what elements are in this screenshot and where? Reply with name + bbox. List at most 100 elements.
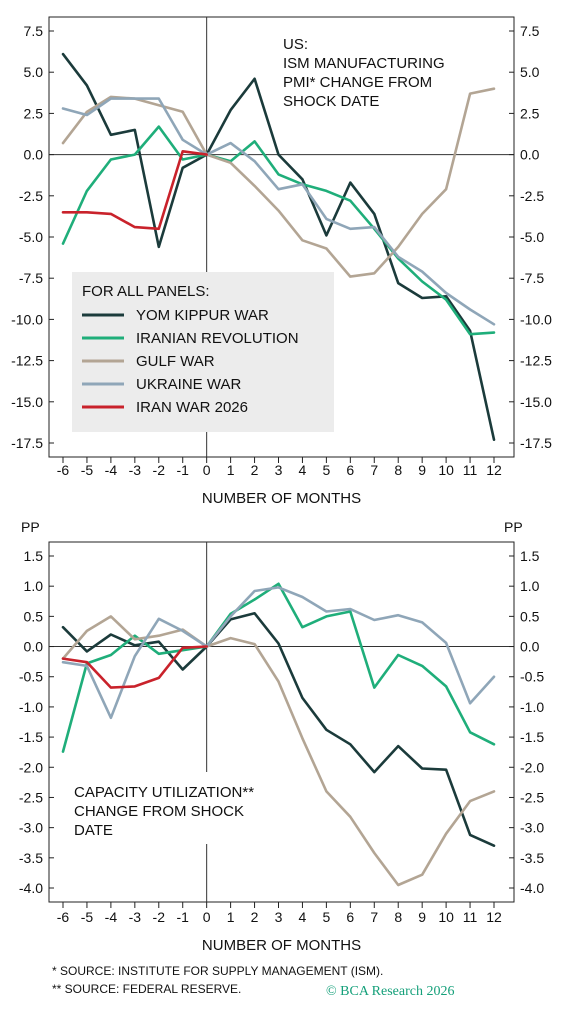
ytick-label-right: -1.5 xyxy=(520,729,544,745)
xtick-label: -1 xyxy=(176,462,189,478)
ytick-label-left: -15.0 xyxy=(11,394,43,410)
xtick-label: 7 xyxy=(370,462,378,478)
chart-title-line: DATE xyxy=(74,822,113,839)
xtick-label: 12 xyxy=(486,909,502,925)
chart-title-line: US: xyxy=(283,36,308,53)
unit-label-right: PP xyxy=(504,519,523,535)
xtick-label: -5 xyxy=(81,909,94,925)
ytick-label-right: -17.5 xyxy=(520,435,552,451)
xtick-label: 5 xyxy=(322,909,330,925)
legend-label: YOM KIPPUR WAR xyxy=(136,307,269,324)
ytick-label-left: -3.0 xyxy=(19,820,43,836)
ytick-label-right: 2.5 xyxy=(520,105,540,121)
ytick-label-left: -3.5 xyxy=(19,850,43,866)
xtick-label: 10 xyxy=(438,462,454,478)
ytick-label-left: -7.5 xyxy=(19,270,43,286)
ytick-label-right: 1.5 xyxy=(520,548,540,564)
xtick-label: 6 xyxy=(346,462,354,478)
series-line-ukraine xyxy=(61,586,496,720)
ytick-label-right: 7.5 xyxy=(520,23,540,39)
ytick-label-right: -3.0 xyxy=(520,820,544,836)
ytick-label-left: -4.0 xyxy=(19,880,43,896)
ytick-label-left: -10.0 xyxy=(11,311,43,327)
series-line-iran_rev xyxy=(61,582,496,753)
xtick-label: 0 xyxy=(203,462,211,478)
legend-title: FOR ALL PANELS: xyxy=(82,283,210,300)
xtick-label: 9 xyxy=(418,462,426,478)
xtick-label: 8 xyxy=(394,462,402,478)
series-line-ukraine xyxy=(61,97,496,326)
xtick-label: 8 xyxy=(394,909,402,925)
ytick-label-right: -1.0 xyxy=(520,699,544,715)
chart-title-line: CHANGE FROM SHOCK xyxy=(74,803,244,820)
xtick-label: 5 xyxy=(322,462,330,478)
ytick-label-right: 5.0 xyxy=(520,64,540,80)
xtick-label: 6 xyxy=(346,909,354,925)
ytick-label-right: 0.0 xyxy=(520,639,540,655)
ytick-label-right: -0.5 xyxy=(520,669,544,685)
xtick-label: 12 xyxy=(486,462,502,478)
xtick-label: 4 xyxy=(299,909,307,925)
chart-title-line: CAPACITY UTILIZATION** xyxy=(74,784,254,801)
brand-logo: © BCA Research 2026 xyxy=(326,984,455,999)
ytick-label-left: -1.5 xyxy=(19,729,43,745)
x-axis-label: NUMBER OF MONTHS xyxy=(202,937,361,954)
chart-title-line: ISM MANUFACTURING xyxy=(283,55,445,72)
xtick-label: -6 xyxy=(57,909,70,925)
ytick-label-left: -2.0 xyxy=(19,759,43,775)
series-line-iran2026 xyxy=(61,645,208,689)
ytick-label-right: -4.0 xyxy=(520,880,544,896)
xtick-label: -2 xyxy=(153,909,166,925)
title-box-bg xyxy=(64,772,302,844)
plot-frame-1 xyxy=(48,541,515,903)
xtick-label: -1 xyxy=(176,909,189,925)
legend-label: GULF WAR xyxy=(136,353,215,370)
xtick-label: 10 xyxy=(438,909,454,925)
xtick-label: 0 xyxy=(203,909,211,925)
footnote-fed: ** SOURCE: FEDERAL RESERVE. xyxy=(52,982,242,996)
ytick-label-right: -3.5 xyxy=(520,850,544,866)
ytick-label-left: 0.0 xyxy=(24,147,44,163)
legend-box xyxy=(72,272,334,432)
xtick-label: 9 xyxy=(418,909,426,925)
ytick-label-left: -12.5 xyxy=(11,353,43,369)
legend-label: IRANIAN REVOLUTION xyxy=(136,330,299,347)
ytick-label-right: 0.0 xyxy=(520,147,540,163)
ytick-label-left: -1.0 xyxy=(19,699,43,715)
xtick-label: 4 xyxy=(299,462,307,478)
series-line-gulf xyxy=(61,87,496,278)
footnotes: * SOURCE: INSTITUTE FOR SUPPLY MANAGEMEN… xyxy=(0,958,582,1008)
ytick-label-right: -2.5 xyxy=(520,188,544,204)
xtick-label: -6 xyxy=(57,462,70,478)
unit-label-left: PP xyxy=(21,519,40,535)
ytick-label-left: 1.0 xyxy=(24,578,44,594)
ytick-label-left: -2.5 xyxy=(19,789,43,805)
ytick-label-right: -12.5 xyxy=(520,353,552,369)
ytick-label-right: -5.0 xyxy=(520,229,544,245)
xtick-label: -4 xyxy=(105,462,118,478)
ytick-label-left: -0.5 xyxy=(19,669,43,685)
footnote-ism: * SOURCE: INSTITUTE FOR SUPPLY MANAGEMEN… xyxy=(52,964,384,978)
ytick-label-left: -5.0 xyxy=(19,229,43,245)
legend-label: IRAN WAR 2026 xyxy=(136,399,248,416)
series-line-yom xyxy=(61,611,496,848)
xtick-label: 2 xyxy=(251,462,259,478)
ytick-label-right: -10.0 xyxy=(520,311,552,327)
ytick-label-right: -2.5 xyxy=(520,789,544,805)
ytick-label-right: 1.0 xyxy=(520,578,540,594)
xtick-label: -2 xyxy=(153,462,166,478)
xtick-label: 1 xyxy=(227,462,235,478)
legend-label: UKRAINE WAR xyxy=(136,376,241,393)
ytick-label-left: -2.5 xyxy=(19,188,43,204)
x-axis-label: NUMBER OF MONTHS xyxy=(202,490,361,507)
ytick-label-left: 0.0 xyxy=(24,639,44,655)
series-line-iran2026 xyxy=(61,150,208,231)
ytick-label-left: -17.5 xyxy=(11,435,43,451)
xtick-label: 1 xyxy=(227,909,235,925)
xtick-label: 3 xyxy=(275,462,283,478)
ytick-label-right: -2.0 xyxy=(520,759,544,775)
xtick-label: -4 xyxy=(105,909,118,925)
xtick-label: 7 xyxy=(370,909,378,925)
series-line-yom xyxy=(61,52,496,442)
